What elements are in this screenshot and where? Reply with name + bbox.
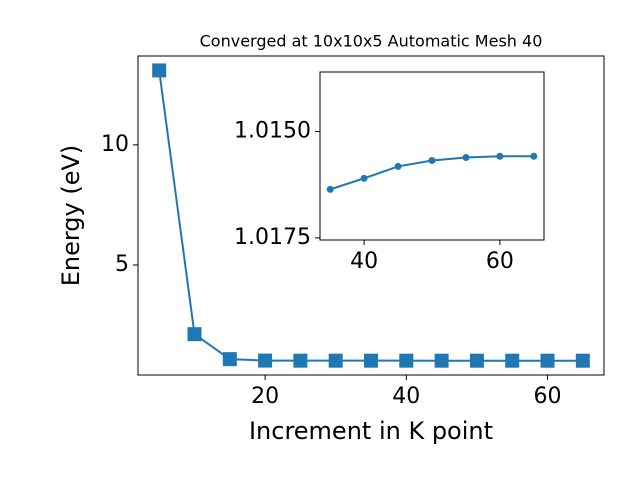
y-tick-label: 5	[115, 252, 129, 277]
y-tick-label: 1.0150	[234, 119, 311, 144]
marker	[399, 353, 414, 368]
x-axis-label: Increment in K point	[249, 417, 493, 445]
marker	[326, 185, 334, 193]
y-tick-label: 10	[101, 132, 129, 157]
marker	[530, 152, 538, 160]
marker	[505, 353, 520, 368]
y-tick-label: 1.0175	[234, 225, 311, 250]
marker	[328, 353, 343, 368]
marker	[462, 153, 470, 161]
x-tick-label: 40	[350, 249, 378, 274]
marker	[496, 152, 504, 160]
marker	[258, 353, 273, 368]
marker	[222, 352, 237, 367]
marker	[187, 327, 202, 342]
x-tick-label: 60	[486, 249, 514, 274]
x-tick-label: 20	[251, 384, 279, 409]
marker	[428, 156, 436, 164]
marker	[293, 353, 308, 368]
marker	[394, 162, 402, 170]
marker	[469, 353, 484, 368]
marker	[152, 63, 167, 78]
marker	[360, 174, 368, 182]
marker	[434, 353, 449, 368]
marker	[540, 353, 555, 368]
y-axis-label: Energy (eV)	[57, 145, 85, 287]
x-tick-label: 40	[392, 384, 420, 409]
x-tick-label: 60	[534, 384, 562, 409]
marker	[364, 353, 378, 368]
chart-title: Converged at 10x10x5 Automatic Mesh 40	[200, 32, 543, 51]
marker	[575, 353, 590, 368]
